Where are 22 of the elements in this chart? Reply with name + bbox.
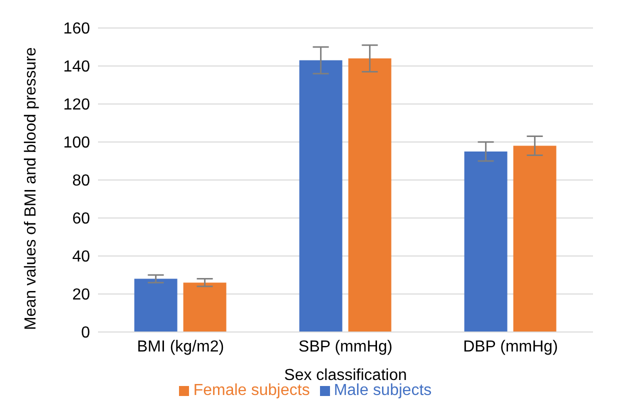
y-axis-title: Mean values of BMI and blood pressure xyxy=(22,47,40,330)
x-tick-label: DBP (mmHg) xyxy=(463,338,558,356)
legend-label: Female subjects xyxy=(193,382,310,399)
y-tick-label: 120 xyxy=(63,96,90,114)
legend-label: Male subjects xyxy=(334,382,432,399)
bar xyxy=(513,146,556,332)
bar xyxy=(183,282,226,332)
y-tick-label: 40 xyxy=(72,248,90,266)
x-tick-label: SBP (mmHg) xyxy=(298,338,392,356)
bar xyxy=(348,58,392,332)
x-axis-title: Sex classification xyxy=(284,367,407,384)
bar xyxy=(299,60,342,332)
bar xyxy=(464,152,508,332)
y-tick-label: 20 xyxy=(72,286,90,304)
y-tick-label: 100 xyxy=(63,134,90,152)
bar xyxy=(134,278,178,332)
y-tick-label: 140 xyxy=(63,58,90,76)
y-tick-label: 0 xyxy=(81,324,90,342)
x-tick-label: BMI (kg/m2) xyxy=(136,338,224,356)
y-tick-label: 80 xyxy=(72,172,90,190)
y-tick-label: 160 xyxy=(63,20,90,38)
y-tick-label: 60 xyxy=(72,210,90,228)
